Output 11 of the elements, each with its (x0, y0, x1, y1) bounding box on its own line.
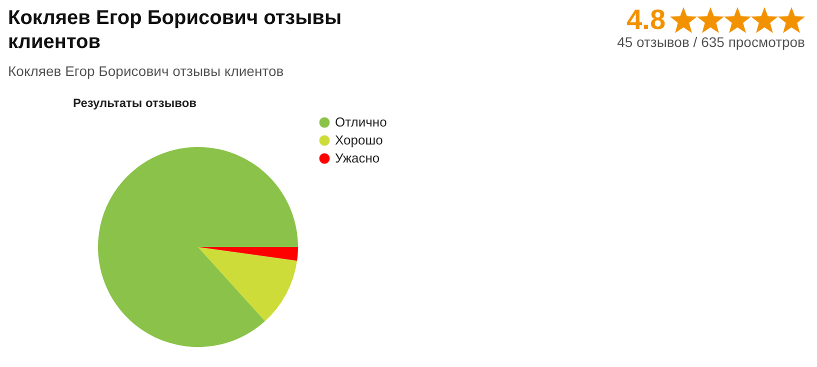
legend-label: Отлично (335, 114, 387, 130)
chart-subtitle: Кокляев Егор Борисович отзывы клиентов (8, 63, 284, 79)
text: Результаты отзывов (73, 96, 197, 110)
legend-label: Ужасно (335, 150, 380, 166)
pie-slice (98, 147, 298, 347)
text: 45 отзывов / 635 просмотров (617, 34, 805, 50)
text: 4.8 (626, 4, 666, 35)
legend-label: Хорошо (335, 132, 383, 148)
pie-slice (198, 247, 298, 322)
chart-title: Кокляев Егор Борисович отзывы клиентов (8, 6, 343, 54)
pie-slice (198, 247, 298, 261)
